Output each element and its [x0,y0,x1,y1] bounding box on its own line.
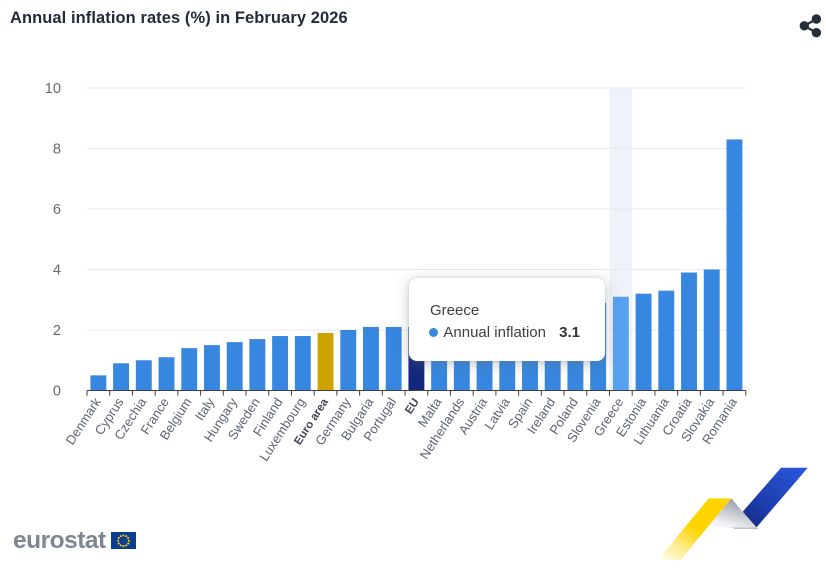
svg-text:2: 2 [53,323,61,339]
svg-text:8: 8 [53,142,61,158]
svg-text:Latvia: Latvia [481,394,513,432]
svg-text:0: 0 [53,384,61,400]
svg-text:10: 10 [45,81,61,97]
svg-text:6: 6 [53,202,61,218]
svg-text:4: 4 [53,263,61,279]
